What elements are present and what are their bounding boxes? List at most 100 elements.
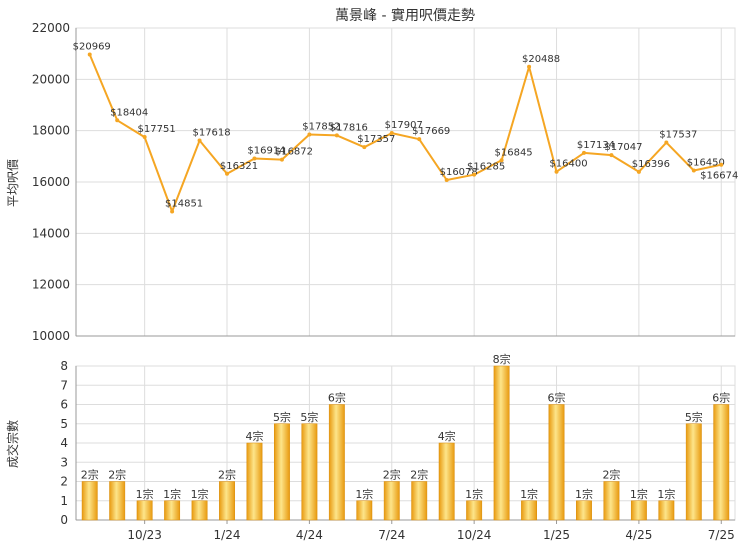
bottom-y-tick-label: 2 — [60, 475, 68, 489]
bottom-y-tick-label: 7 — [60, 378, 68, 392]
price-point — [197, 138, 202, 143]
price-data-label: $17618 — [192, 127, 230, 138]
price-data-label: $16914 — [247, 146, 285, 157]
deal-count-label: 4宗 — [245, 429, 263, 443]
deal-count-label: 5宗 — [300, 410, 318, 424]
price-data-label: $16285 — [467, 162, 505, 173]
price-point — [417, 137, 422, 142]
deal-count-label: 6宗 — [328, 391, 346, 405]
top-y-tick-label: 16000 — [32, 175, 70, 189]
deal-count-bar — [356, 500, 373, 521]
deal-count-label: 1宗 — [191, 487, 209, 501]
price-point — [472, 172, 477, 177]
price-data-label: $17852 — [302, 121, 340, 132]
bottom-y-tick-label: 4 — [60, 436, 68, 450]
deal-count-label: 6宗 — [548, 391, 566, 405]
price-point — [664, 140, 669, 145]
price-data-label: $20488 — [522, 54, 560, 65]
deal-count-label: 1宗 — [355, 487, 373, 501]
top-y-tick-label: 18000 — [32, 124, 70, 138]
bottom-y-tick-label: 8 — [60, 359, 68, 373]
deal-count-label: 1宗 — [163, 487, 181, 501]
deal-count-bar — [164, 500, 181, 521]
deal-count-bar — [630, 500, 647, 521]
deal-count-bar — [411, 481, 428, 521]
bottom-x-tick-label: 10/24 — [457, 528, 492, 542]
price-data-label: $16078 — [440, 167, 478, 178]
price-point — [554, 169, 559, 174]
bottom-x-tick-label: 7/25 — [708, 528, 735, 542]
price-data-label: $16845 — [495, 147, 533, 158]
bottom-x-tick-label: 10/23 — [127, 528, 162, 542]
deal-count-label: 2宗 — [410, 468, 428, 482]
price-data-label: $18404 — [110, 107, 148, 118]
deal-count-bar — [136, 500, 153, 521]
bottom-y-tick-label: 1 — [60, 494, 68, 508]
bottom-x-tick-label: 4/24 — [296, 528, 323, 542]
deal-count-label: 2宗 — [602, 468, 620, 482]
price-data-label: $17047 — [604, 142, 642, 153]
deal-count-bar — [301, 423, 318, 521]
price-point — [362, 145, 367, 150]
price-point — [225, 171, 230, 176]
deal-count-bar — [603, 481, 620, 521]
deal-count-bar — [658, 500, 675, 521]
deal-count-bar — [713, 404, 730, 521]
deal-count-label: 4宗 — [438, 429, 456, 443]
deal-count-label: 2宗 — [108, 468, 126, 482]
price-point — [307, 132, 312, 137]
deal-count-bar — [219, 481, 235, 521]
price-data-label: $16400 — [549, 159, 587, 170]
deal-count-bar — [383, 481, 400, 521]
price-point — [334, 133, 339, 138]
bottom-x-tick-label: 1/25 — [543, 528, 570, 542]
price-point — [636, 169, 641, 174]
price-point — [142, 135, 147, 140]
top-y-tick-label: 20000 — [32, 72, 70, 86]
price-data-label: $16321 — [220, 161, 258, 172]
deal-count-bar — [191, 500, 208, 521]
bottom-y-tick-label: 0 — [60, 513, 68, 527]
price-data-label: $17669 — [412, 126, 450, 137]
price-point — [252, 156, 257, 161]
deal-count-bar — [576, 500, 592, 521]
price-data-label: $20969 — [73, 41, 111, 52]
price-data-label: $17907 — [385, 120, 423, 131]
bottom-y-tick-label: 3 — [60, 455, 68, 469]
deal-count-label: 1宗 — [657, 487, 675, 501]
top-y-tick-label: 22000 — [32, 21, 70, 35]
deal-count-label: 1宗 — [465, 487, 483, 501]
deal-count-bar — [493, 365, 510, 521]
price-point — [691, 168, 696, 173]
bottom-x-tick-label: 7/24 — [378, 528, 405, 542]
bottom-x-tick-label: 1/24 — [214, 528, 241, 542]
deal-count-bar — [246, 442, 263, 521]
price-point — [115, 118, 120, 123]
price-data-label: $17751 — [138, 124, 176, 135]
bottom-y-tick-label: 5 — [60, 417, 68, 431]
deal-count-bar — [685, 423, 702, 521]
deal-count-bar — [273, 423, 290, 521]
price-data-label: $17816 — [330, 122, 368, 133]
deal-count-label: 1宗 — [136, 487, 154, 501]
top-y-tick-label: 14000 — [32, 226, 70, 240]
bottom-x-tick-label: 4/25 — [625, 528, 652, 542]
price-point — [527, 64, 532, 69]
price-point — [389, 131, 394, 136]
price-data-label: $14851 — [165, 198, 203, 209]
deal-count-label: 5宗 — [273, 410, 291, 424]
price-data-label: $17134 — [577, 140, 615, 151]
top-y-tick-label: 12000 — [32, 278, 70, 292]
price-point — [170, 209, 175, 214]
price-point — [499, 158, 504, 163]
price-point — [279, 157, 284, 162]
deal-count-bar — [109, 481, 126, 521]
deal-count-label: 6宗 — [712, 391, 730, 405]
deal-count-label: 2宗 — [218, 468, 236, 482]
bottom-y-tick-label: 6 — [60, 398, 68, 412]
price-data-label: $17357 — [357, 134, 395, 145]
price-point — [609, 153, 614, 158]
deal-count-label: 5宗 — [685, 410, 703, 424]
price-point — [581, 150, 586, 155]
